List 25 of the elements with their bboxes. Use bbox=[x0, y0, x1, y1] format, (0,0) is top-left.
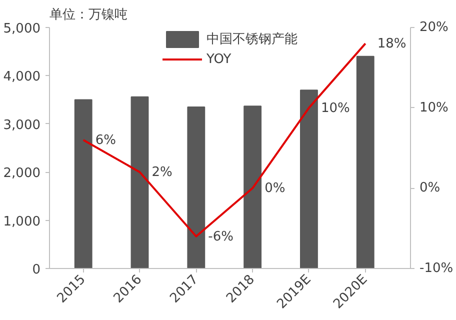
data-label: 18% bbox=[377, 36, 406, 52]
y-tick-label: 3,000 bbox=[3, 118, 40, 133]
y2-tick-label: 20% bbox=[420, 20, 448, 35]
bar bbox=[244, 106, 262, 268]
legend-label: 中国不锈钢产能 bbox=[206, 31, 298, 48]
y-tick-label: 1,000 bbox=[3, 214, 40, 230]
data-label: 0% bbox=[264, 181, 286, 196]
y2-tick-label: -10% bbox=[420, 261, 454, 276]
bar bbox=[300, 90, 318, 268]
bar bbox=[356, 56, 374, 268]
y-tick-label: 2,000 bbox=[3, 166, 40, 182]
data-label: 2% bbox=[152, 165, 172, 180]
y-tick-label: 0 bbox=[32, 262, 41, 278]
y2-tick-label: 10% bbox=[420, 100, 448, 116]
y2-tick-label: 0% bbox=[420, 180, 440, 196]
data-label: -6% bbox=[208, 229, 234, 244]
bar bbox=[74, 99, 92, 268]
y-tick-label: 4,000 bbox=[3, 70, 40, 85]
chart-title: 单位：万镍吨 bbox=[50, 8, 128, 22]
legend-label: YOY bbox=[206, 52, 232, 66]
data-label: 10% bbox=[320, 100, 350, 116]
bar bbox=[187, 106, 206, 268]
data-label: 6% bbox=[95, 132, 116, 148]
bar bbox=[130, 96, 149, 268]
y-tick-label: 5,000 bbox=[3, 22, 40, 36]
